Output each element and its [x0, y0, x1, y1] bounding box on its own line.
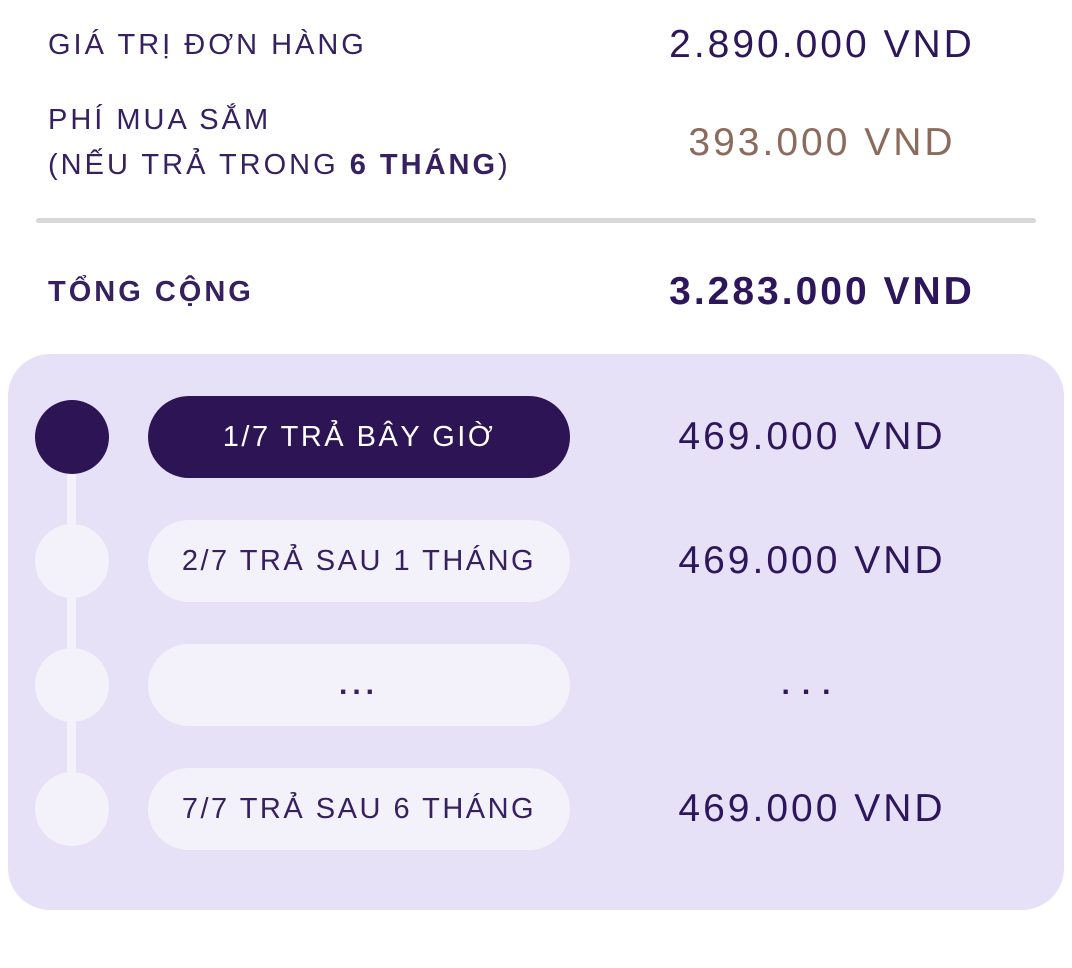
shopping-fee-label-line2-suffix: )	[498, 149, 511, 181]
shopping-fee-row: PHÍ MUA SẮM (NẾU TRẢ TRONG 6 THÁNG) 393.0…	[0, 98, 1072, 188]
shopping-fee-label: PHÍ MUA SẮM (NẾU TRẢ TRONG 6 THÁNG)	[48, 98, 582, 188]
installment-row-ellipsis: ... ...	[8, 644, 1064, 726]
timeline-dot-upcoming	[35, 524, 109, 598]
shopping-fee-label-line2-prefix: (NẾU TRẢ TRONG	[48, 149, 350, 181]
installment-chip-2[interactable]: 2/7 TRẢ SAU 1 THÁNG	[148, 520, 570, 602]
order-value-label: GIÁ TRỊ ĐƠN HÀNG	[48, 28, 367, 61]
order-value-amount: 2.890.000 VND	[669, 23, 975, 66]
installment-chip-7[interactable]: 7/7 TRẢ SAU 6 THÁNG	[148, 768, 570, 850]
total-amount: 3.283.000 VND	[669, 270, 975, 313]
shopping-fee-label-term: 6 THÁNG	[349, 149, 499, 181]
timeline-dot-current	[35, 400, 109, 474]
shopping-fee-amount: 393.000 VND	[688, 121, 956, 164]
installment-amount-1: 469.000 VND	[678, 415, 946, 458]
installment-chip-ellipsis[interactable]: ...	[148, 644, 570, 726]
installment-amount-ellipsis: ...	[781, 668, 843, 701]
divider	[36, 218, 1036, 223]
timeline-dot-upcoming	[35, 772, 109, 846]
order-value-row: GIÁ TRỊ ĐƠN HÀNG 2.890.000 VND	[0, 12, 1072, 78]
total-label: TỔNG CỘNG	[48, 275, 254, 308]
timeline-connector	[67, 437, 76, 809]
shopping-fee-label-line1: PHÍ MUA SẮM	[48, 104, 272, 136]
installment-schedule-panel: 1/7 TRẢ BÂY GIỜ 469.000 VND 2/7 TRẢ SAU …	[8, 354, 1064, 910]
installment-row-7: 7/7 TRẢ SAU 6 THÁNG 469.000 VND	[8, 768, 1064, 850]
installment-amount-2: 469.000 VND	[678, 539, 946, 582]
timeline-dot-upcoming	[35, 648, 109, 722]
installment-row-2: 2/7 TRẢ SAU 1 THÁNG 469.000 VND	[8, 520, 1064, 602]
installment-chip-1[interactable]: 1/7 TRẢ BÂY GIỜ	[148, 396, 570, 478]
installment-amount-7: 469.000 VND	[678, 787, 946, 830]
installment-row-1: 1/7 TRẢ BÂY GIỜ 469.000 VND	[8, 396, 1064, 478]
total-row: TỔNG CỘNG 3.283.000 VND	[0, 268, 1072, 316]
